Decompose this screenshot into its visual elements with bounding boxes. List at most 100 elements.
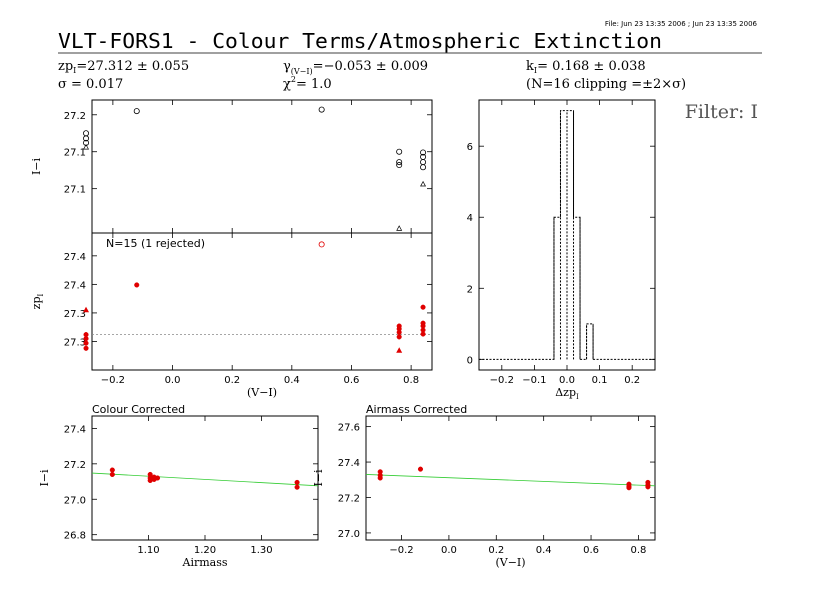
raw-data-point — [420, 180, 427, 187]
raw-data-point — [83, 143, 90, 150]
zp-data-point — [83, 336, 89, 342]
zp-ytick-label: 27.4 — [64, 252, 86, 263]
raw-data-point — [420, 164, 427, 171]
k-result: kI= 0.168 ± 0.038 — [526, 59, 646, 75]
raw-data-point — [318, 106, 325, 113]
raw-data-point — [133, 108, 140, 115]
hist-xtick-label: −0.1 — [522, 375, 546, 386]
raw-data-point — [396, 148, 403, 155]
colour-corrected-data-point — [154, 475, 161, 481]
raw-data-point — [83, 130, 90, 137]
zp-ytick-label: 27.3 — [64, 309, 86, 320]
colour-corrected-data-point — [294, 479, 300, 485]
airmass-corrected-x-axis-label: (V−I) — [495, 556, 525, 569]
colour-corrected-ytick-label: 26.8 — [64, 531, 86, 542]
zp-data-point — [420, 304, 426, 310]
gamma-result: γ(V−I)=−0.053 ± 0.009 — [283, 59, 428, 76]
chi2-result: χ2= 1.0 — [283, 75, 332, 92]
colour-corrected-ytick-label: 27.0 — [64, 495, 86, 506]
airmass-corrected-data-point — [417, 466, 424, 472]
airmass-corrected-xtick-label: 0.2 — [488, 545, 504, 556]
hist-xtick-label: 0.1 — [592, 375, 608, 386]
raw-data-point — [83, 135, 90, 142]
raw-ytick-label: 27.1 — [64, 185, 86, 196]
zp-xtick-label: −0.2 — [101, 375, 125, 386]
file-timestamp: File: Jun 23 13:35 2006 ; Jun 23 13:35 2… — [605, 20, 758, 28]
zp-data-point — [420, 331, 426, 337]
colour-corrected-data-point — [294, 484, 300, 490]
zp-data-point — [83, 345, 89, 351]
zp-x-axis-label: (V−I) — [247, 386, 277, 399]
raw-data-point — [396, 162, 403, 169]
airmass-corrected-y-axis-label: I−i — [312, 469, 325, 487]
zp-plot-frame — [91, 232, 433, 371]
zp-data-point — [396, 329, 402, 335]
airmass-corrected-title: Airmass Corrected — [366, 403, 467, 416]
colour-corrected-ytick-label: 27.2 — [64, 460, 86, 471]
zp-xtick-label: 0.2 — [224, 375, 240, 386]
zp-xtick-label: 0.0 — [165, 375, 181, 386]
colour-corrected-xtick-label: 1.10 — [137, 545, 159, 556]
zp-rejected-point — [318, 241, 325, 248]
zp-data-point — [134, 282, 140, 288]
airmass-corrected-xtick-label: −0.2 — [389, 545, 413, 556]
hist-ytick-label: 2 — [467, 284, 473, 295]
airmass-corrected-data-point — [645, 484, 651, 490]
colour-corrected-ytick-label: 27.4 — [64, 424, 86, 435]
filter-label: Filter: I — [685, 101, 758, 123]
colour-corrected-x-axis-label: Airmass — [182, 556, 228, 569]
colour-corrected-data-point — [109, 471, 115, 478]
raw-data-point — [83, 139, 90, 146]
zp-data-point — [396, 347, 403, 353]
colour-corrected-xtick-label: 1.30 — [250, 545, 272, 556]
hist-outline — [479, 110, 655, 360]
raw-plot-frame — [91, 99, 433, 234]
colour-corrected-fit-line — [91, 472, 319, 487]
airmass-corrected-data-point — [377, 475, 383, 481]
raw-data-point — [396, 159, 403, 166]
raw-data-point — [396, 225, 403, 231]
hist-ytick-label: 6 — [467, 142, 473, 153]
airmass-corrected-xtick-label: 0.8 — [630, 545, 646, 556]
hist-ytick-label: 4 — [467, 213, 473, 224]
zp-data-point — [83, 340, 89, 346]
page-title: VLT-FORS1 - Colour Terms/Atmospheric Ext… — [58, 29, 662, 53]
airmass-corrected-ytick-label: 27.6 — [338, 423, 360, 434]
airmass-corrected-plot-frame — [365, 415, 656, 541]
chart-panels: 27.1 27.1 27.2 I−i 27.3 27.3 27.4 27.4 −0.2 0.0 0.… — [30, 99, 656, 569]
airmass-corrected-data-point — [626, 485, 632, 491]
colour-corrected-title: Colour Corrected — [92, 403, 185, 416]
raw-ytick-label: 27.1 — [64, 148, 86, 159]
clipping-note: (N=16 clipping =±2×σ) — [526, 77, 686, 92]
zp-result: zpI=27.312 ± 0.055 — [58, 59, 189, 75]
zp-data-point — [83, 306, 90, 313]
sigma-result: σ = 0.017 — [58, 77, 123, 92]
colour-corrected-y-axis-label: I−i — [38, 469, 51, 487]
zp-y-axis-label: zpI — [30, 293, 45, 309]
colour-corrected-data-point — [109, 467, 115, 473]
raw-data-point — [420, 149, 427, 156]
colour-corrected-xtick-label: 1.20 — [194, 545, 216, 556]
hist-xtick-label: 0.0 — [559, 375, 575, 386]
airmass-corrected-xtick-label: 0.4 — [536, 545, 552, 556]
hist-xtick-label: 0.2 — [624, 375, 640, 386]
colour-corrected-plot-frame — [91, 415, 319, 541]
zp-ytick-label: 27.4 — [64, 280, 86, 291]
hist-xtick-label: −0.2 — [490, 375, 514, 386]
zp-xtick-label: 0.8 — [403, 375, 419, 386]
hist-ytick-label: 0 — [467, 355, 473, 366]
airmass-corrected-xtick-label: 0.0 — [441, 545, 457, 556]
raw-y-axis-label: I−i — [30, 157, 43, 175]
zp-xtick-label: 0.4 — [284, 375, 300, 386]
zp-annotation: N=15 (1 rejected) — [106, 237, 205, 250]
airmass-corrected-ytick-label: 27.0 — [338, 529, 360, 540]
airmass-corrected-fit-line — [365, 474, 656, 487]
zp-ytick-label: 27.3 — [64, 337, 86, 348]
airmass-corrected-xtick-label: 0.6 — [583, 545, 599, 556]
zp-xtick-label: 0.6 — [344, 375, 360, 386]
airmass-corrected-ytick-label: 27.4 — [338, 458, 360, 469]
hist-x-axis-label: ΔzpI — [555, 386, 579, 401]
raw-ytick-label: 27.2 — [64, 111, 86, 122]
airmass-corrected-ytick-label: 27.2 — [338, 493, 360, 504]
